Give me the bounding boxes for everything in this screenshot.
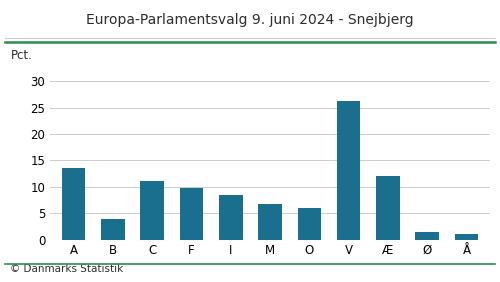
Bar — [258, 204, 282, 240]
Text: © Danmarks Statistik: © Danmarks Statistik — [10, 264, 123, 274]
Bar — [101, 219, 124, 240]
Bar — [140, 181, 164, 240]
Text: Pct.: Pct. — [10, 49, 32, 62]
Bar — [180, 188, 203, 240]
Bar — [298, 208, 321, 240]
Bar — [337, 101, 360, 240]
Bar — [219, 195, 242, 240]
Text: Europa-Parlamentsvalg 9. juni 2024 - Snejbjerg: Europa-Parlamentsvalg 9. juni 2024 - Sne… — [86, 13, 414, 27]
Bar — [416, 232, 439, 240]
Bar — [376, 176, 400, 240]
Bar — [62, 168, 86, 240]
Bar — [454, 234, 478, 240]
